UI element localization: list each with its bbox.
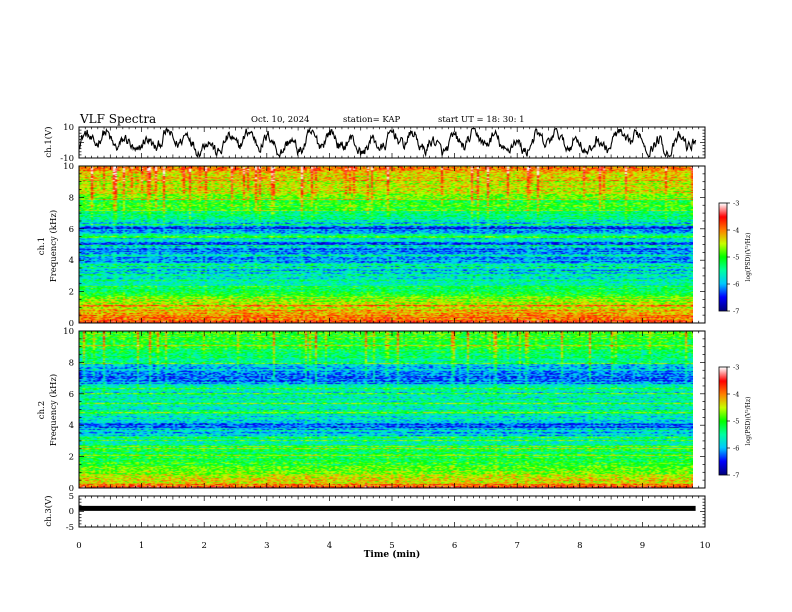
ch2-spectrogram-image bbox=[79, 331, 693, 488]
freq-ytick-label: 10 bbox=[63, 162, 74, 172]
freq-ytick-label: 0 bbox=[69, 319, 74, 329]
ch3-ytick-label: -5 bbox=[66, 523, 74, 533]
ch1-ytick-label: -10 bbox=[60, 154, 74, 164]
colorbar-tick-label: -7 bbox=[733, 472, 739, 480]
ch2-freq-ylabel: Frequency (kHz) bbox=[48, 374, 59, 446]
x-tick-label: 6 bbox=[452, 541, 457, 551]
x-tick-label: 2 bbox=[201, 541, 206, 551]
colorbar-tick-label: -7 bbox=[733, 308, 739, 316]
ch3-waveform-panel: 5 0 -5 ch.3(V) bbox=[43, 492, 706, 533]
freq-ytick-label: 8 bbox=[69, 193, 74, 203]
colorbar-tick-label: -5 bbox=[733, 254, 739, 262]
ch3-ytick-label: 5 bbox=[69, 492, 74, 502]
x-tick-label: 10 bbox=[700, 541, 711, 551]
ch2-colorbar bbox=[719, 367, 727, 475]
x-tick-label: 0 bbox=[76, 541, 81, 551]
freq-ytick-label: 6 bbox=[69, 390, 74, 400]
ch1-freq-ylabel: Frequency (kHz) bbox=[48, 210, 59, 282]
x-tick-label: 1 bbox=[139, 541, 144, 551]
ch3-ytick-label: 0 bbox=[69, 507, 74, 517]
ch2-channel-label: ch.2 bbox=[37, 401, 47, 419]
ch3-ylabel: ch.3(V) bbox=[43, 495, 54, 526]
x-tick-label: 3 bbox=[264, 541, 269, 551]
ch1-channel-label: ch.1 bbox=[37, 237, 47, 255]
freq-ytick-label: 6 bbox=[69, 225, 74, 235]
ch1-ylabel: ch.1(V) bbox=[43, 126, 54, 157]
x-tick-label: 4 bbox=[327, 541, 332, 551]
x-tick-label: 8 bbox=[577, 541, 582, 551]
ch1-spectrogram-image bbox=[79, 166, 693, 323]
x-axis-label: Time (min) bbox=[364, 549, 421, 560]
ch2-colorbar-label: log(PSD)(V²/Hz) bbox=[745, 397, 752, 446]
freq-ytick-label: 2 bbox=[69, 288, 74, 298]
x-tick-label: 9 bbox=[640, 541, 645, 551]
start-ut-label: start UT = 18: 30: 1 bbox=[438, 115, 525, 125]
freq-ytick-label: 10 bbox=[63, 327, 74, 337]
freq-ytick-label: 2 bbox=[69, 453, 74, 463]
x-tick-label: 7 bbox=[514, 541, 519, 551]
figure-title: VLF Spectra bbox=[79, 112, 156, 126]
ch1-waveform-panel: 10 -10 ch.1(V) bbox=[43, 123, 706, 164]
x-tick-label: 5 bbox=[389, 541, 394, 551]
ch1-waveform-line bbox=[78, 127, 697, 158]
colorbar-tick-label: -4 bbox=[733, 227, 739, 235]
colorbar-tick-label: -6 bbox=[733, 281, 739, 289]
colorbar-tick-label: -4 bbox=[733, 391, 739, 399]
freq-ytick-label: 8 bbox=[69, 358, 74, 368]
ch1-ytick-label: 10 bbox=[63, 123, 74, 133]
station-label: station= KAP bbox=[343, 115, 401, 125]
colorbar-tick-label: -3 bbox=[733, 200, 739, 208]
ch1-colorbar-label: log(PSD)(V²/Hz) bbox=[745, 233, 752, 282]
freq-ytick-label: 0 bbox=[69, 484, 74, 494]
colorbar-tick-label: -5 bbox=[733, 418, 739, 426]
colorbar-tick-label: -6 bbox=[733, 445, 739, 453]
freq-ytick-label: 4 bbox=[69, 421, 74, 431]
ch1-colorbar bbox=[719, 203, 727, 311]
freq-ytick-label: 4 bbox=[69, 256, 74, 266]
colorbar-tick-label: -3 bbox=[733, 364, 739, 372]
date-label: Oct. 10, 2024 bbox=[251, 115, 309, 125]
